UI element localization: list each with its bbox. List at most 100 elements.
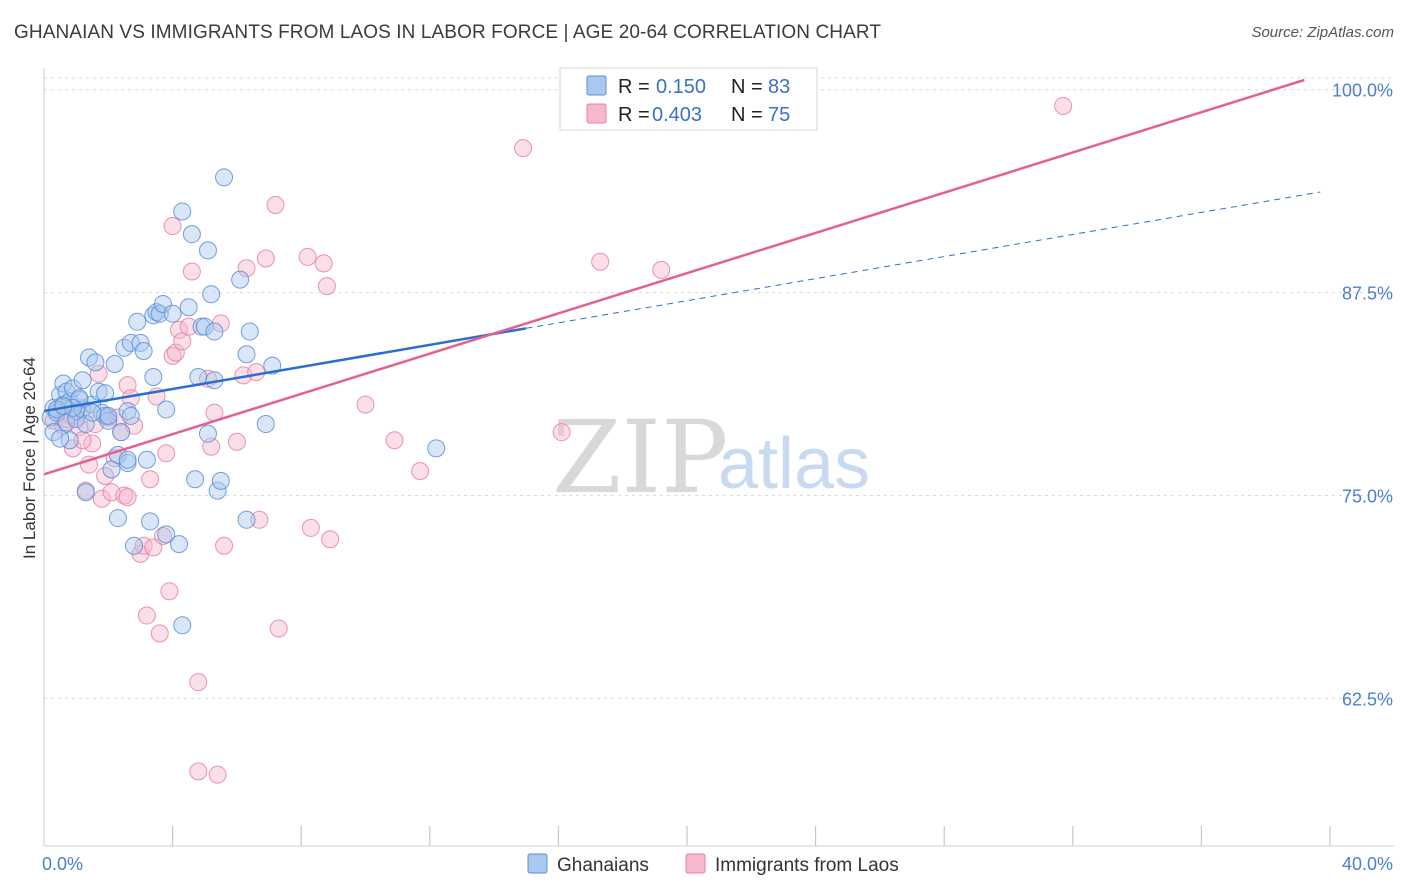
point-ghanaian-55 — [186, 470, 205, 489]
point-laos-40 — [170, 320, 189, 339]
watermark-zip: ZIP — [552, 399, 728, 516]
y-tick-label-0: 62.5% — [1342, 689, 1393, 709]
point-laos-68 — [514, 139, 533, 158]
point-laos-35 — [157, 444, 176, 463]
legend-r-label-1: R = — [618, 76, 650, 98]
point-ghanaian-39 — [134, 342, 153, 361]
legend-r-value-2: 0.403 — [652, 104, 702, 126]
point-laos-55 — [247, 363, 266, 382]
x-tick-labels: 0.0% 40.0% — [42, 854, 1393, 874]
watermark-atlas: atlas — [718, 424, 870, 504]
x-tick-label-1: 40.0% — [1342, 854, 1393, 874]
axis-layer — [43, 68, 1394, 847]
point-ghanaian-29 — [108, 509, 127, 528]
bottom-legend-swatch-laos — [685, 853, 706, 874]
point-ghanaian-77 — [76, 483, 95, 502]
point-laos-37 — [163, 346, 182, 365]
point-laos-56 — [250, 510, 269, 529]
point-ghanaian-69 — [237, 510, 256, 529]
trend-layer — [43, 78, 1321, 476]
top-legend: R = 0.150 N = 83 R = 0.403 N = 75 — [559, 67, 818, 131]
point-ghanaian-73 — [427, 439, 446, 458]
point-ghanaian-58 — [195, 317, 214, 336]
point-ghanaian-42 — [144, 367, 163, 386]
point-laos-71 — [652, 260, 671, 279]
point-laos-66 — [385, 431, 404, 450]
legend-r-label-2: R = — [618, 104, 650, 126]
point-laos-49 — [208, 765, 227, 784]
chart-source: Source: ZipAtlas.com — [1251, 24, 1394, 41]
point-laos-23 — [118, 488, 137, 507]
point-ghanaian-71 — [256, 415, 275, 434]
point-laos-38 — [163, 217, 182, 236]
point-laos-42 — [179, 317, 198, 336]
legend-n-value-1: 83 — [768, 76, 790, 98]
point-ghanaian-30 — [112, 423, 131, 442]
point-laos-64 — [321, 530, 340, 549]
watermark: ZIP atlas — [552, 399, 870, 516]
legend-n-label-1: N = — [731, 76, 763, 98]
point-ghanaian-51 — [173, 202, 192, 221]
point-ghanaian-25 — [99, 411, 118, 430]
point-ghanaian-15 — [73, 371, 92, 390]
point-ghanaian-52 — [173, 616, 192, 635]
point-ghanaian-2 — [44, 423, 63, 442]
point-ghanaian-76 — [51, 429, 70, 448]
point-laos-30 — [141, 470, 160, 489]
legend-r-value-1: 0.150 — [656, 76, 706, 98]
bottom-legend-label-ghanaians: Ghanaians — [557, 855, 649, 876]
point-ghanaian-47 — [157, 525, 176, 544]
point-ghanaian-70 — [240, 322, 259, 341]
point-ghanaian-10 — [60, 431, 79, 450]
y-tick-label-1: 75.0% — [1342, 486, 1393, 506]
point-laos-39 — [166, 343, 185, 362]
point-ghanaian-21 — [89, 382, 108, 401]
point-ghanaian-40 — [137, 450, 156, 469]
trendline-ghanaians-extension — [526, 191, 1321, 329]
point-ghanaian-46 — [153, 294, 172, 313]
point-ghanaian-72 — [263, 356, 282, 375]
point-ghanaian-66 — [215, 168, 234, 187]
point-laos-29 — [137, 606, 156, 625]
point-ghanaian-64 — [208, 481, 227, 500]
point-laos-65 — [356, 395, 375, 414]
point-ghanaian-41 — [141, 512, 160, 531]
point-laos-54 — [237, 259, 256, 278]
point-ghanaian-53 — [179, 298, 198, 317]
y-tick-labels: 62.5% 75.0% 87.5% 100.0% — [1332, 81, 1393, 710]
point-laos-58 — [266, 195, 285, 214]
point-ghanaian-37 — [128, 312, 147, 331]
point-laos-16 — [96, 466, 115, 485]
point-ghanaian-59 — [198, 424, 217, 443]
point-ghanaian-32 — [118, 402, 137, 421]
point-laos-70 — [591, 252, 610, 271]
point-ghanaian-61 — [202, 285, 221, 304]
point-laos-28 — [134, 536, 153, 555]
point-laos-34 — [153, 527, 172, 546]
bottom-legend-swatch-ghanaians — [527, 853, 548, 874]
trendline-laos — [43, 78, 1305, 476]
point-ghanaian-49 — [163, 304, 182, 323]
point-ghanaian-67 — [231, 270, 250, 289]
point-laos-22 — [115, 486, 134, 505]
point-ghanaian-34 — [121, 333, 140, 352]
point-ghanaian-50 — [170, 535, 189, 554]
point-ghanaian-45 — [150, 304, 169, 323]
point-laos-61 — [298, 247, 317, 266]
point-ghanaian-63 — [205, 322, 224, 341]
points-layer — [41, 96, 1073, 784]
point-ghanaian-75 — [70, 389, 89, 408]
bottom-legend-label-laos: Immigrants from Laos — [715, 855, 899, 876]
legend-swatch-laos — [586, 103, 607, 124]
point-laos-60 — [301, 518, 320, 537]
point-ghanaian-36 — [125, 536, 144, 555]
point-laos-52 — [227, 432, 246, 451]
point-ghanaian-80 — [83, 403, 102, 422]
point-laos-62 — [314, 254, 333, 273]
point-laos-59 — [269, 619, 288, 638]
point-ghanaian-54 — [182, 225, 201, 244]
point-ghanaian-81 — [118, 450, 137, 469]
y-tick-label-3: 100.0% — [1332, 81, 1393, 101]
point-laos-69 — [552, 423, 571, 442]
